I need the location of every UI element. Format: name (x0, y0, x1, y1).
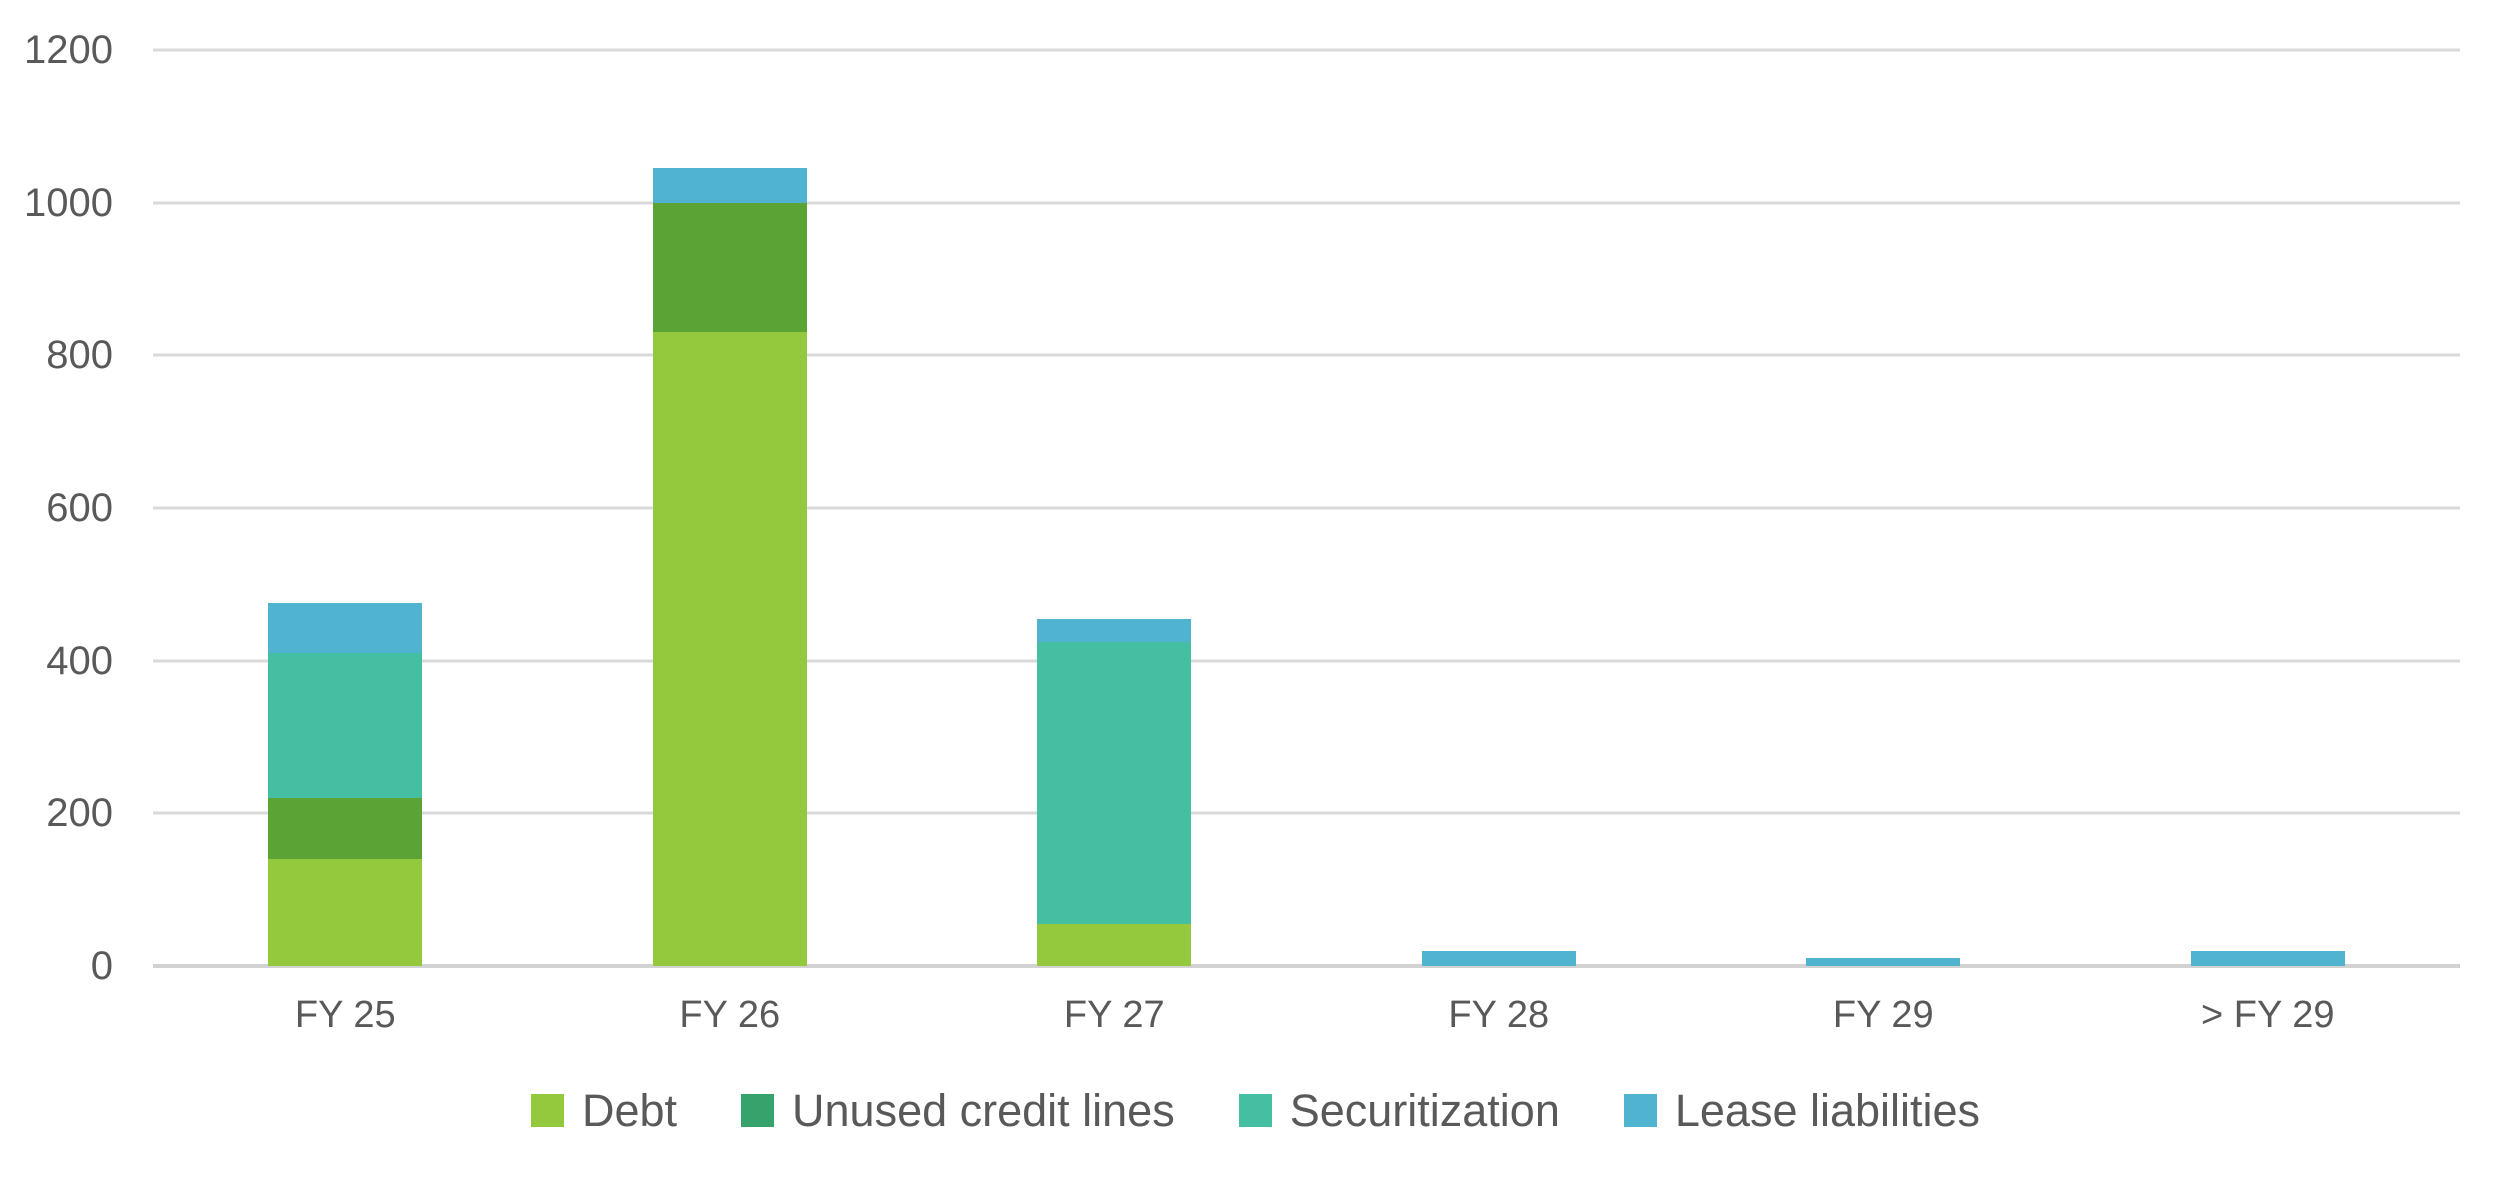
gridline (153, 506, 2460, 510)
y-tick-label: 0 (90, 944, 113, 988)
gridline (153, 201, 2460, 205)
bar-segment-unused-credit-lines (268, 798, 423, 860)
bar-segment-securitization (268, 653, 423, 799)
gridline (153, 964, 2460, 968)
bar-segment-lease-liabilities (268, 603, 423, 654)
x-axis-label: FY 26 (679, 994, 781, 1036)
bar-segment-lease-liabilities (2190, 950, 2345, 966)
legend-item-debt: Debt (530, 1085, 678, 1136)
x-axis-label: FY 25 (294, 994, 396, 1036)
y-tick-label: 1200 (24, 28, 113, 72)
x-axis-label: FY 29 (1832, 994, 1934, 1036)
bar-segment-lease-liabilities (1806, 958, 1961, 966)
bar-segment-unused-credit-lines (652, 202, 807, 333)
x-axis-label: FY 28 (1448, 994, 1550, 1036)
x-axis-label: > FY 29 (2201, 994, 2335, 1036)
bar-segment-debt (1037, 924, 1192, 966)
legend-label: Securitization (1289, 1085, 1560, 1136)
gridline (153, 353, 2460, 357)
legend-item-securitization: Securitization (1238, 1085, 1560, 1136)
legend-swatch-icon (741, 1094, 775, 1127)
y-tick-label: 800 (46, 333, 113, 378)
bar-segment-securitization (1037, 641, 1192, 925)
bar-segment-debt (652, 332, 807, 966)
legend-item-lease-liabilities: Lease liabilities (1623, 1085, 1981, 1136)
y-tick-label: 600 (46, 486, 113, 530)
legend-swatch-icon (1238, 1094, 1272, 1127)
legend-swatch-icon (530, 1094, 564, 1127)
chart-legend: Debt Unused credit lines Securitization Lea… (0, 1088, 2511, 1133)
bar-segment-debt (268, 859, 423, 966)
y-tick-label: 200 (46, 791, 113, 836)
legend-label: Unused credit lines (792, 1085, 1175, 1136)
x-axis-label: FY 27 (1063, 994, 1165, 1036)
bar-segment-lease-liabilities (1037, 618, 1192, 642)
legend-item-unused-credit-lines: Unused credit lines (741, 1088, 1175, 1133)
bar-segment-lease-liabilities (1421, 950, 1576, 966)
bar-segment-lease-liabilities (652, 168, 807, 203)
gridline (153, 48, 2460, 52)
y-tick-label: 1000 (24, 180, 113, 225)
gridline (153, 659, 2460, 663)
y-tick-label: 400 (46, 638, 113, 683)
legend-label: Lease liabilities (1674, 1085, 1981, 1136)
gridline (153, 811, 2460, 815)
legend-label: Debt (581, 1085, 678, 1136)
legend-swatch-icon (1623, 1094, 1657, 1127)
